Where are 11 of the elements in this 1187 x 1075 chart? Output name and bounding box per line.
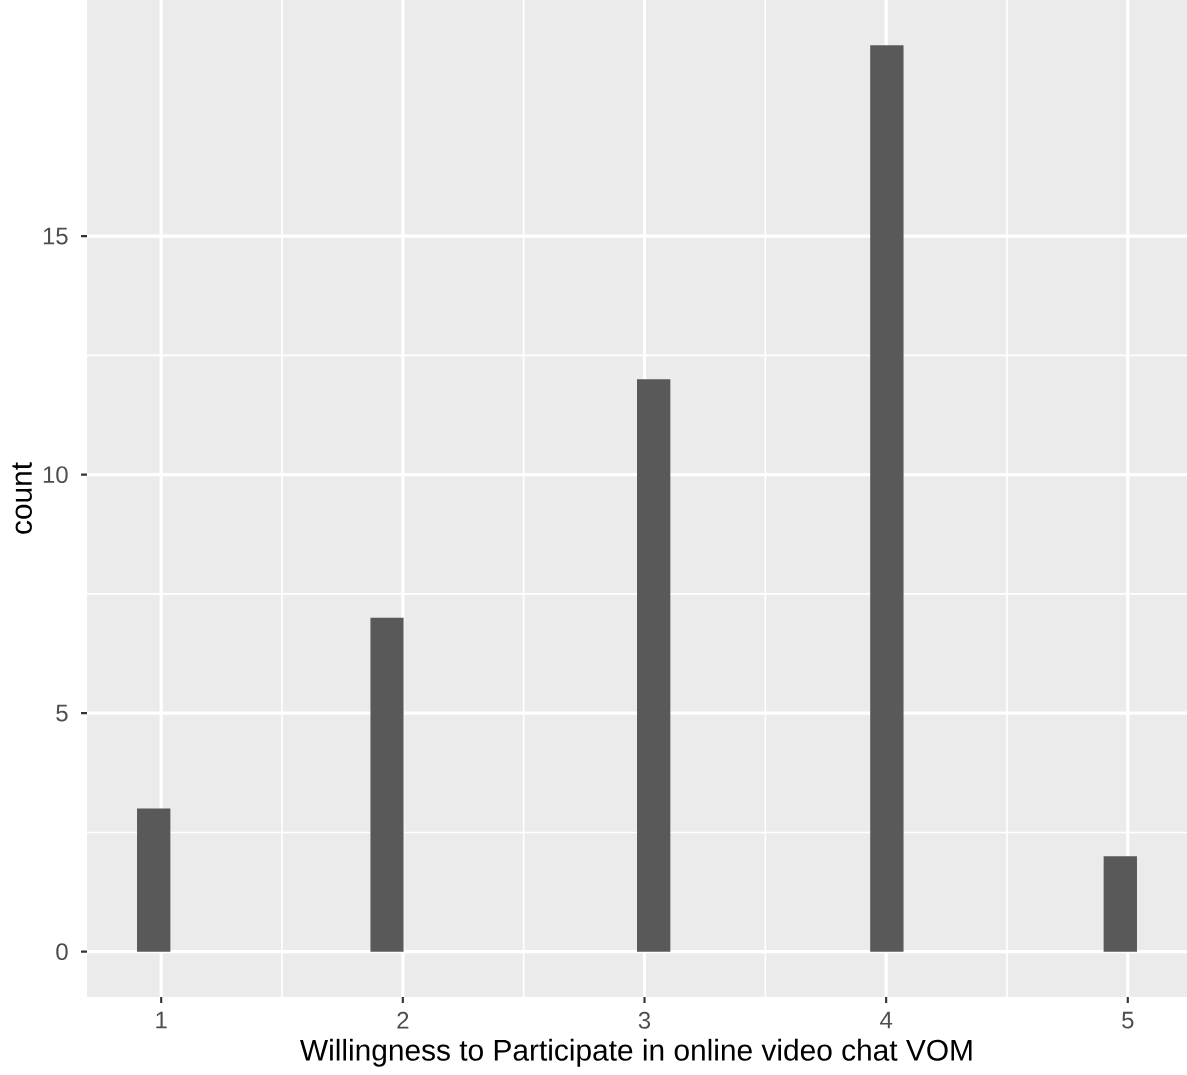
- x-tick-label: 2: [397, 1011, 409, 1029]
- x-axis-title: Willingness to Participate in online video chat VOM: [300, 1038, 972, 1067]
- y-tick-label: 0: [56, 943, 68, 961]
- y-tick-label: 15: [43, 227, 68, 245]
- x-tick-label: 3: [638, 1011, 651, 1029]
- x-tick-label: 5: [1122, 1011, 1134, 1029]
- x-tick-label: 4: [880, 1011, 893, 1029]
- y-tick-label: 10: [43, 466, 68, 484]
- x-tick-label: 1: [156, 1011, 167, 1029]
- y-axis-title: count: [12, 462, 32, 534]
- y-tick-label: 5: [56, 704, 68, 722]
